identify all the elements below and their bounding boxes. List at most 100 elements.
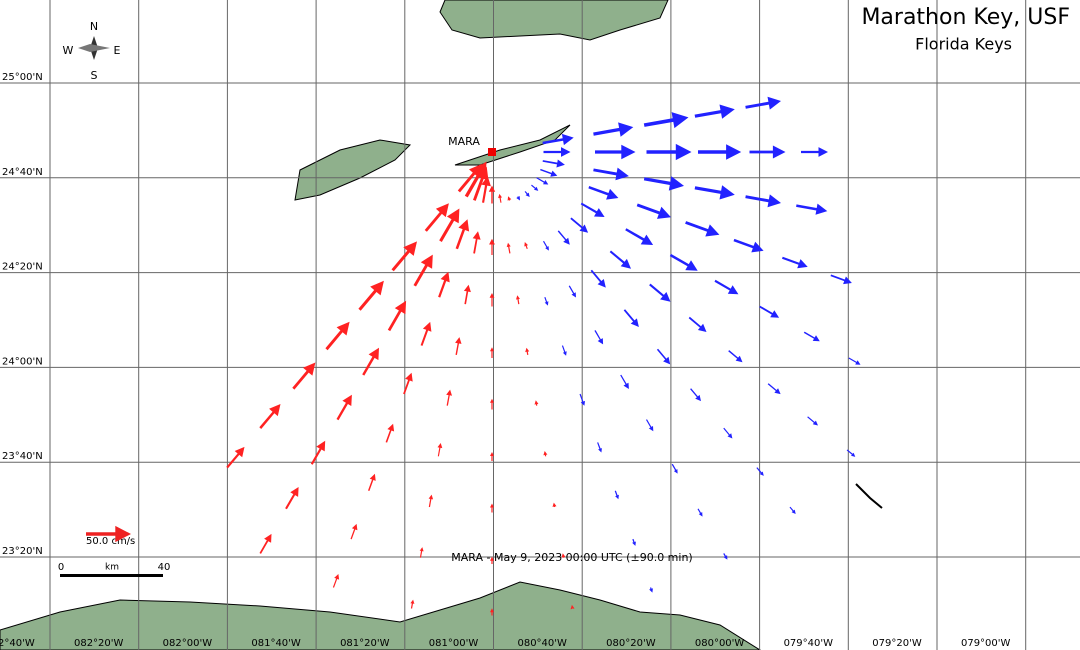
vector-arrow	[424, 203, 449, 232]
vector-arrow	[714, 279, 739, 295]
vector-arrow	[524, 242, 528, 249]
lon-label: 079°00'W	[961, 638, 1011, 649]
vector-arrow	[403, 372, 413, 395]
vector-arrow	[830, 274, 852, 285]
vector-arrow	[362, 347, 379, 376]
vector-arrow	[391, 241, 417, 272]
vector-arrow	[463, 284, 471, 305]
vector-arrow	[292, 362, 316, 390]
vector-arrow	[507, 196, 512, 201]
vector-arrow	[336, 394, 352, 421]
vector-arrow	[623, 309, 639, 327]
vector-arrow	[846, 449, 856, 457]
vector-arrow	[428, 494, 434, 508]
lon-label: 079°20'W	[872, 638, 922, 649]
vector-arrow	[807, 416, 818, 426]
vector-arrow	[368, 473, 376, 491]
vector-arrow	[690, 388, 701, 402]
current-vectors	[226, 96, 861, 616]
speed-scale: 50.0 cm/s	[86, 525, 135, 547]
vector-arrow	[745, 194, 781, 208]
distance-scale-unit: km	[105, 563, 119, 573]
vector-arrow	[226, 446, 245, 469]
vector-arrow	[669, 253, 698, 271]
vector-arrow	[490, 347, 494, 358]
vector-arrow	[697, 508, 703, 517]
vector-arrow	[455, 337, 462, 355]
vector-arrow	[649, 283, 671, 302]
compass-e: E	[114, 44, 121, 57]
vector-arrow	[625, 228, 654, 245]
lon-label: 080°40'W	[517, 638, 567, 649]
lon-label: 080°20'W	[606, 638, 656, 649]
lat-label: 23°40'N	[2, 451, 43, 462]
vector-arrow	[594, 330, 604, 345]
vector-arrow	[325, 321, 350, 351]
vector-arrow	[803, 331, 820, 342]
vector-arrow	[643, 112, 689, 129]
vector-arrow	[385, 423, 395, 443]
vector-arrow	[745, 96, 781, 110]
vector-arrow	[516, 295, 520, 305]
vector-arrow	[561, 553, 566, 558]
title: Marathon Key, USF	[861, 5, 1070, 30]
vector-arrow	[728, 350, 743, 363]
station-label: MARA	[448, 135, 480, 148]
vector-arrow	[801, 147, 828, 157]
vector-arrow	[796, 203, 828, 215]
vector-arrow	[437, 443, 443, 457]
vector-arrow	[490, 556, 494, 564]
distance-scale-start: 0	[58, 562, 64, 573]
vector-arrow	[481, 176, 491, 203]
vector-arrow	[568, 285, 576, 298]
cuba	[0, 581, 761, 650]
lon-label: 082°00'W	[163, 638, 213, 649]
vector-arrow	[561, 345, 567, 356]
vector-arrow	[656, 348, 671, 365]
vector-arrow	[590, 269, 606, 288]
vector-arrow	[552, 502, 557, 508]
vector-arrow	[643, 176, 684, 191]
vector-arrow	[413, 254, 433, 287]
vector-arrow	[632, 538, 636, 546]
lat-label: 23°20'N	[2, 546, 43, 557]
lon-label: 082°40'W	[0, 638, 35, 649]
vector-arrow	[488, 185, 496, 204]
vector-arrow	[636, 203, 671, 219]
vector-arrow	[498, 193, 502, 203]
vector-arrow	[694, 104, 735, 119]
vector-arrow	[310, 440, 326, 465]
vector-arrow	[609, 250, 631, 269]
lon-label: 080°00'W	[695, 638, 745, 649]
vector-arrow	[490, 608, 494, 616]
vector-arrow	[543, 147, 571, 157]
vector-arrow	[723, 553, 728, 560]
lon-label: 081°00'W	[429, 638, 479, 649]
vector-arrow	[756, 467, 764, 476]
station-marker	[488, 148, 496, 156]
vector-arrow	[332, 574, 340, 588]
vector-arrow	[358, 280, 384, 311]
vector-arrow	[419, 547, 424, 558]
lon-label: 081°40'W	[251, 638, 301, 649]
vector-arrow	[749, 145, 786, 159]
vector-arrow	[759, 305, 780, 318]
vector-arrow	[387, 300, 407, 332]
vector-arrow	[593, 122, 634, 137]
vector-arrow	[694, 185, 735, 200]
vector-arrow	[516, 196, 520, 201]
speed-scale-label: 50.0 cm/s	[86, 536, 135, 547]
compass: N S E W	[63, 20, 121, 82]
vector-arrow	[588, 186, 619, 200]
vector-arrow	[420, 321, 432, 346]
vector-arrow	[490, 503, 494, 513]
vector-arrow	[506, 242, 511, 254]
vector-arrow	[464, 161, 487, 198]
vector-arrow	[410, 599, 415, 609]
vector-arrow	[543, 240, 549, 251]
vector-arrow	[525, 347, 530, 355]
vector-arrow	[671, 463, 678, 474]
lower-keys	[294, 139, 412, 201]
